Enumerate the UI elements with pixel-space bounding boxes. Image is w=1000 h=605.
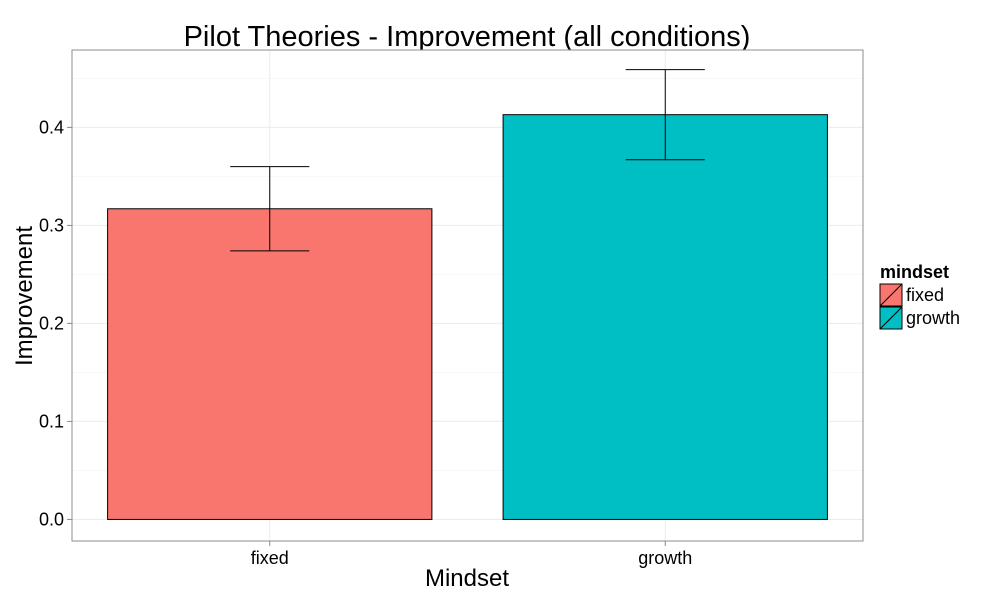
x-tick-label: fixed [251,548,289,568]
bars [107,114,828,520]
x-tick-label: growth [638,548,692,568]
legend-label: fixed [906,285,944,305]
legend-swatch-slash [879,306,903,330]
y-axis-label: Improvement [11,226,38,366]
legend-entries: fixed growth [879,283,960,330]
bar-fixed [107,208,433,520]
y-tick-label: 0.0 [39,509,64,529]
error-bar-fixed [230,166,310,252]
y-axis-ticks: 0.0 0.1 0.2 0.3 0.4 [39,117,72,529]
y-tick-label: 0.4 [39,117,64,137]
chart-title: Pilot Theories - Improvement (all condit… [184,21,751,53]
legend-entry-growth: growth [879,306,960,330]
x-axis-ticks: fixed growth [251,541,692,568]
legend-title: mindset [880,262,949,282]
plot-border [71,49,864,542]
x-axis-label: Mindset [425,565,509,592]
error-bars [230,69,705,252]
bar-growth [502,114,828,520]
y-tick-label: 0.3 [39,215,64,235]
legend-swatch-slash [879,283,903,307]
error-bar-growth [625,69,705,161]
legend: mindset fixed growth [879,262,960,330]
y-tick-label: 0.2 [39,313,64,333]
y-tick-label: 0.1 [39,411,64,431]
legend-label: growth [906,308,960,328]
legend-entry-fixed: fixed [879,283,944,307]
